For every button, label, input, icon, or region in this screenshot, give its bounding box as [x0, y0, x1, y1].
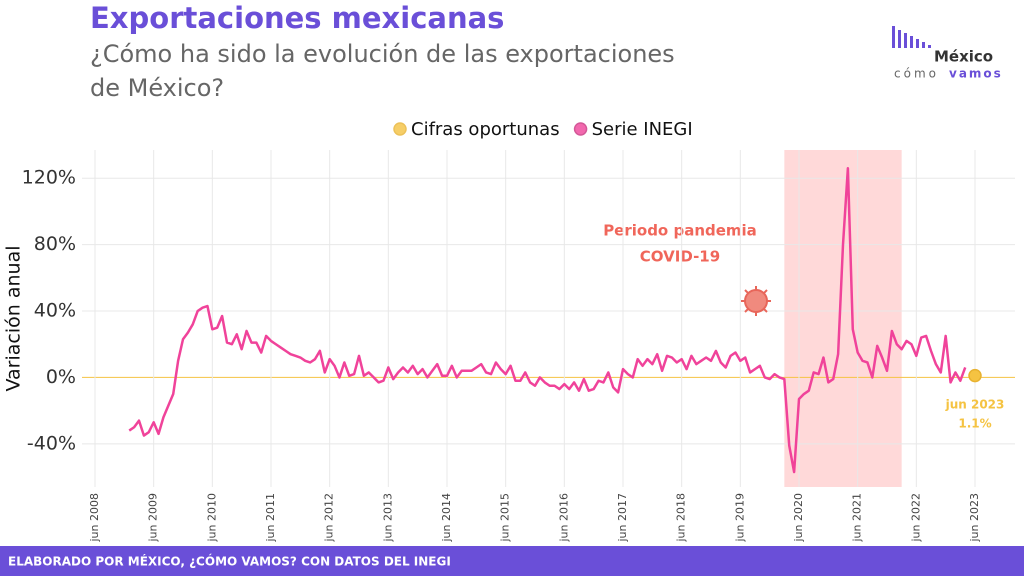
x-tick-label: jun 2021 — [851, 493, 864, 543]
y-tick-label: -40% — [27, 432, 76, 454]
footer-bar — [0, 546, 1024, 576]
series-line — [128, 167, 967, 474]
subtitle: de México? — [90, 74, 224, 102]
y-axis-label: Variación anual — [3, 246, 25, 392]
shade-label: COVID-19 — [640, 248, 720, 266]
legend-label: Cifras oportunas — [411, 119, 560, 140]
title: Exportaciones mexicanas — [90, 1, 504, 35]
x-tick-label: jun 2014 — [440, 493, 453, 543]
y-tick-label: 0% — [46, 366, 76, 388]
logo-tag: cómo — [894, 67, 939, 81]
x-tick-label: jun 2020 — [792, 493, 805, 543]
legend-swatch — [573, 122, 588, 136]
x-tick-label: jun 2008 — [88, 493, 101, 543]
x-tick-label: jun 2011 — [264, 493, 277, 543]
legend-label: Serie INEGI — [592, 119, 693, 140]
logo-tag: vamos — [949, 67, 1003, 81]
value-label: 1.1% — [958, 417, 991, 431]
x-tick-label: jun 2019 — [733, 493, 746, 543]
chart: Periodo pandemia COVID-19 -40% 0% 40% 80% 120%… — [3, 119, 1015, 543]
logo-name: México — [934, 48, 993, 66]
shade-label: Periodo pandemia — [603, 222, 757, 240]
x-tick-label: jun 2013 — [381, 493, 394, 543]
x-tick-label: jun 2022 — [909, 493, 922, 543]
pandemic-shade — [784, 150, 902, 487]
x-tick-label: jun 2017 — [616, 493, 629, 543]
subtitle: ¿Cómo ha sido la evolución de las export… — [90, 40, 675, 68]
annotation-date: jun 2023 — [945, 398, 1005, 412]
point — [968, 368, 982, 383]
x-tick-label: jun 2010 — [205, 493, 218, 543]
x-tick-label: jun 2018 — [675, 493, 688, 543]
logo-icon — [892, 26, 931, 48]
legend-swatch — [393, 122, 407, 136]
x-tick-label: jun 2009 — [147, 493, 160, 543]
x-tick-label: jun 2016 — [557, 493, 570, 543]
x-tick-label: jun 2023 — [968, 493, 981, 543]
x-tick-label: jun 2015 — [499, 493, 512, 543]
y-tick-label: 40% — [34, 300, 76, 322]
y-tick-label: 80% — [34, 233, 76, 255]
x-tick-label: jun 2012 — [323, 493, 336, 543]
y-tick-label: 120% — [22, 167, 76, 189]
footer: ELABORADO POR MÉXICO, ¿CÓMO VAMOS? CON D… — [8, 554, 451, 569]
virus-icon — [741, 286, 771, 316]
